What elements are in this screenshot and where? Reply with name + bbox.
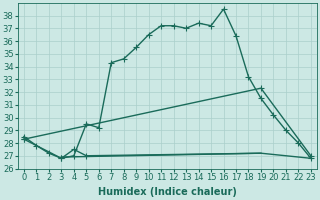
X-axis label: Humidex (Indice chaleur): Humidex (Indice chaleur) bbox=[98, 187, 237, 197]
